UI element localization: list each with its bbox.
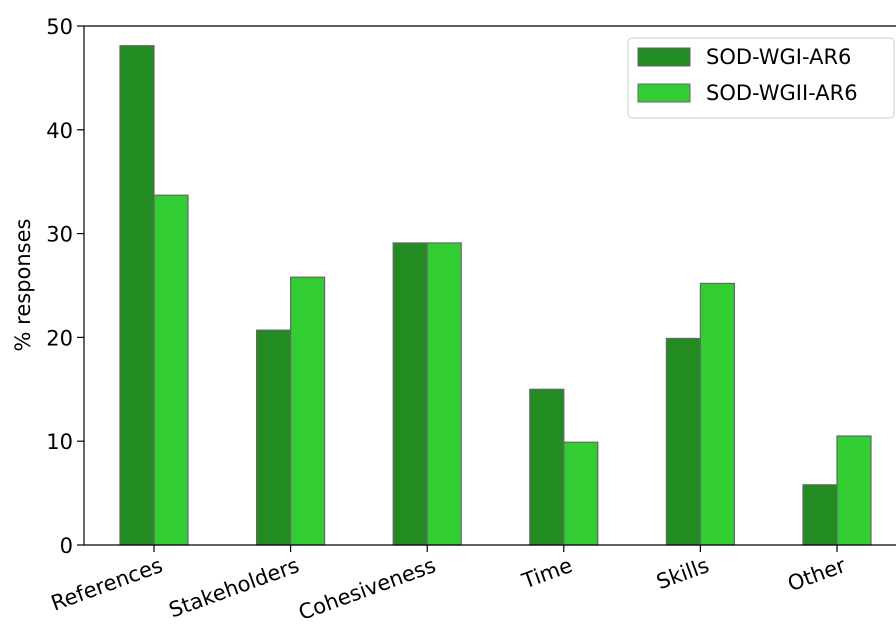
legend-swatch-sod-wgi-ar6: [637, 47, 691, 67]
legend: SOD-WGI-AR6 SOD-WGII-AR6: [627, 37, 895, 119]
bar-sod-wgi-ar6-skills: [665, 337, 702, 546]
y-tick-label: 50: [46, 15, 73, 39]
x-tick-label-references: References: [48, 553, 166, 615]
y-tick-label: 10: [46, 430, 73, 454]
legend-label-sod-wgii-ar6: SOD-WGII-AR6: [706, 81, 858, 105]
bar-sod-wgii-ar6-stakeholders: [290, 276, 326, 546]
y-tick-label: 20: [46, 326, 73, 350]
x-tick-label-stakeholders: Stakeholders: [166, 553, 303, 622]
bar-sod-wgi-ar6-time: [529, 388, 565, 546]
bars-group: [119, 45, 872, 546]
bar-sod-wgii-ar6-cohesiveness: [426, 242, 462, 546]
x-tick-label-cohesiveness: Cohesiveness: [295, 553, 439, 625]
x-tick-label-other: Other: [784, 553, 849, 596]
legend-swatch-sod-wgii-ar6: [637, 83, 691, 103]
y-tick-label: 30: [46, 223, 73, 247]
bar-sod-wgii-ar6-time: [563, 441, 599, 546]
x-tick-label-skills: Skills: [653, 553, 712, 594]
legend-frame: [627, 37, 895, 119]
bar-sod-wgii-ar6-other: [836, 435, 872, 546]
y-ticks-group: 0 10 20 30 40 50: [46, 15, 84, 558]
x-tick-label-time: Time: [518, 553, 575, 593]
bar-sod-wgi-ar6-stakeholders: [256, 329, 292, 546]
bar-sod-wgii-ar6-references: [153, 194, 189, 546]
y-tick-label: 40: [46, 119, 73, 143]
bar-sod-wgii-ar6-skills: [699, 282, 736, 546]
y-axis-label: % responses: [11, 219, 35, 352]
bar-sod-wgi-ar6-references: [119, 45, 155, 546]
legend-label-sod-wgi-ar6: SOD-WGI-AR6: [706, 45, 851, 69]
y-tick-label: 0: [60, 534, 73, 558]
bar-sod-wgi-ar6-cohesiveness: [392, 242, 428, 546]
bar-sod-wgi-ar6-other: [802, 484, 838, 546]
axes-group: [83, 25, 896, 546]
